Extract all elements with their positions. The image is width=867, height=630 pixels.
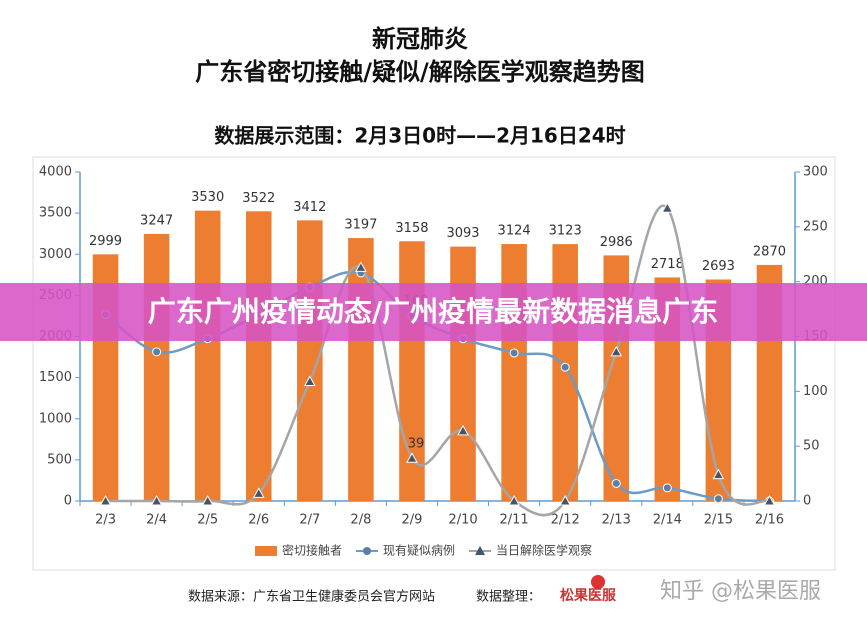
legend-swatch: [255, 546, 277, 556]
point: [355, 261, 367, 272]
bar-label: 2718: [651, 257, 684, 272]
chart-subtitle: 广东省密切接触/疑似/解除医学观察趋势图: [195, 58, 645, 86]
bar: [194, 210, 221, 501]
y-tick-label: 3500: [39, 206, 72, 221]
y2-tick-label: 0: [803, 494, 811, 509]
point: [712, 468, 725, 480]
point-label: 39: [408, 437, 425, 452]
point: [713, 494, 723, 504]
chart-title: 新冠肺炎: [372, 25, 468, 53]
footer-compiler: 数据整理：: [476, 590, 541, 605]
x-tick-label: 2/13: [602, 513, 631, 528]
footer-logo: 松果医服: [560, 587, 617, 604]
x-tick-label: 2/3: [95, 513, 116, 528]
legend-label: 现有疑似病例: [383, 543, 455, 558]
y-tick-label: 1000: [39, 411, 72, 426]
point: [150, 494, 163, 506]
bar-label: 2999: [89, 234, 122, 249]
bar-label: 3247: [140, 213, 173, 228]
bar: [143, 233, 170, 501]
bar-label: 3124: [498, 224, 531, 239]
y-tick-label: 4000: [39, 165, 72, 180]
banner: [0, 283, 867, 341]
bar-label: 3093: [446, 226, 479, 241]
banner-text: 广东广州疫情动态/广州疫情最新数据消息广东: [148, 295, 718, 328]
y2-tick-label: 100: [803, 384, 828, 399]
point: [303, 375, 316, 386]
point: [560, 362, 570, 372]
bar-label: 3412: [293, 200, 326, 215]
point: [611, 478, 621, 488]
bar-label: 2693: [702, 259, 735, 274]
bar: [552, 244, 578, 502]
bar-label: 2986: [600, 235, 633, 250]
point: [99, 494, 112, 506]
x-tick-label: 2/8: [350, 513, 371, 528]
point: [152, 347, 162, 357]
legend-marker: [363, 547, 372, 555]
bar-label: 3123: [549, 224, 582, 239]
logo-icon: [591, 575, 605, 589]
bar: [501, 244, 527, 501]
x-tick-label: 2/5: [197, 513, 218, 528]
legend-label: 密切接触者: [282, 543, 342, 558]
y2-tick-label: 300: [803, 165, 828, 180]
y-tick-label: 0: [64, 494, 72, 509]
point: [508, 494, 520, 506]
point: [201, 494, 214, 506]
y-tick-label: 1500: [39, 370, 72, 385]
bar: [245, 211, 272, 502]
watermark: 知乎 @松果医服: [660, 579, 821, 604]
bar-label: 3197: [344, 218, 377, 233]
footer-source: 数据来源：广东省卫生健康委员会官方网站: [188, 589, 435, 605]
point: [610, 345, 623, 357]
point: [662, 483, 672, 493]
x-tick-label: 2/12: [551, 513, 580, 528]
range-note: 数据展示范围：2月3日0时——2月16日24时: [214, 124, 625, 148]
bar-label: 3158: [395, 221, 428, 236]
x-tick-label: 2/10: [448, 513, 477, 528]
x-tick-label: 2/7: [299, 513, 320, 528]
bar-label: 2870: [753, 244, 786, 259]
x-tick-label: 2/9: [402, 513, 423, 528]
point: [559, 494, 572, 506]
point: [509, 348, 519, 358]
legend-label: 当日解除医学观察: [496, 543, 592, 558]
bar-label: 3522: [242, 191, 275, 206]
y2-tick-label: 250: [803, 219, 828, 234]
bar-label: 3530: [191, 190, 224, 205]
x-tick-label: 2/15: [704, 513, 733, 528]
legend-marker: [475, 546, 486, 555]
x-tick-label: 2/14: [653, 513, 682, 528]
y2-tick-label: 50: [803, 439, 820, 454]
y-tick-label: 500: [47, 452, 72, 467]
point: [763, 494, 776, 506]
x-tick-label: 2/6: [248, 513, 269, 528]
point: [252, 487, 265, 498]
point: [457, 424, 469, 436]
x-tick-label: 2/4: [146, 513, 167, 528]
x-tick-label: 2/16: [755, 513, 784, 528]
x-tick-label: 2/11: [500, 513, 529, 528]
point: [661, 202, 674, 213]
point: [406, 452, 418, 463]
y-tick-label: 3000: [39, 247, 72, 262]
